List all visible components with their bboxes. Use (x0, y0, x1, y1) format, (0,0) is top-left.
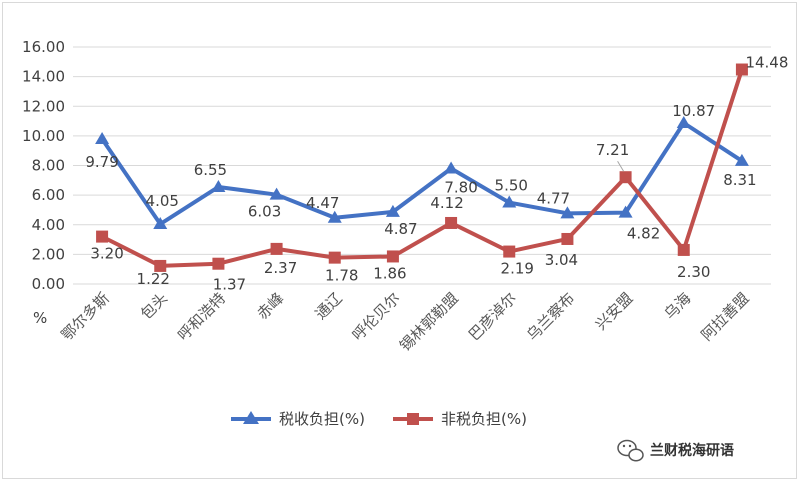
nontax-burden-point[interactable] (735, 63, 748, 76)
nontax-burden-point[interactable] (212, 257, 225, 270)
nontax-burden-label: 1.78 (325, 267, 358, 285)
x-tick-label: 鄂尔多斯 (58, 289, 113, 344)
tax-burden-label: 4.47 (306, 194, 339, 212)
tax-burden-point[interactable] (618, 205, 633, 218)
x-tick-label: 锡林郭勒盟 (396, 289, 462, 355)
legend-label-nontax: 非税负担(%) (441, 410, 527, 428)
tax-burden-point[interactable] (269, 187, 284, 200)
nontax-burden-line (101, 68, 744, 268)
y-tick-label: 16.00 (22, 38, 65, 56)
nontax-burden-label: 2.19 (501, 260, 534, 278)
tax-burden-label: 4.05 (146, 192, 179, 210)
y-tick-label: 14.00 (22, 68, 65, 86)
tax-burden-label: 4.82 (627, 225, 660, 243)
label-leader-line (617, 160, 625, 172)
nontax-burden-label: 1.22 (137, 270, 170, 288)
nontax-burden-point[interactable] (619, 171, 632, 184)
tax-burden-point[interactable] (211, 179, 226, 192)
y-tick-label: 8.00 (32, 157, 65, 175)
tax-burden-point[interactable] (385, 204, 400, 217)
x-tick-label: 巴彦淖尔 (465, 289, 520, 344)
x-tick-label: 赤峰 (253, 289, 287, 323)
x-tick-label: 乌兰察布 (523, 289, 578, 344)
data-labels: 9.79 4.05 6.55 6.03 4.47 4.87 7.80 5.50 4.77 4.82… (85, 54, 788, 294)
nontax-burden-label: 1.37 (213, 276, 246, 294)
tax-burden-label: 8.31 (723, 171, 756, 189)
gridlines (73, 46, 771, 285)
tax-burden-point[interactable] (502, 195, 517, 208)
x-tick-label: 呼伦贝尔 (349, 289, 404, 344)
nontax-burden-point[interactable] (328, 251, 341, 264)
wechat-icon (617, 439, 644, 462)
y-tick-label: 2.00 (32, 245, 65, 263)
tax-burden-label: 4.87 (384, 220, 417, 238)
tax-burden-label: 4.77 (537, 189, 570, 207)
legend-item-tax[interactable]: 税收负担(%) (231, 410, 365, 428)
y-tick-label: 6.00 (32, 186, 65, 204)
nontax-burden-point[interactable] (96, 230, 109, 243)
nontax-burden-label: 3.04 (545, 251, 578, 269)
nontax-burden-point[interactable] (154, 259, 167, 272)
nontax-burden-label: 2.30 (677, 263, 710, 281)
watermark-text: 兰财税海研语 (650, 442, 734, 459)
x-tick-label: 呼和浩特 (174, 289, 229, 344)
legend-label-tax: 税收负担(%) (279, 410, 365, 428)
nontax-burden-label: 2.37 (264, 259, 297, 277)
nontax-burden-label: 3.20 (90, 245, 123, 263)
x-tick-label: 包头 (137, 289, 171, 323)
tax-burden-label: 5.50 (495, 177, 528, 195)
tax-burden-point[interactable] (676, 115, 691, 128)
nontax-burden-label: 1.86 (373, 264, 406, 282)
nontax-burden-label: 14.48 (745, 54, 788, 72)
tax-burden-label: 6.03 (248, 203, 281, 221)
x-tick-label: 通辽 (312, 289, 346, 323)
y-tick-label: 12.00 (22, 97, 65, 115)
tax-burden-point[interactable] (153, 217, 168, 230)
nontax-burden-label: 4.12 (430, 194, 463, 212)
tax-burden-label: 10.87 (672, 102, 715, 120)
tax-burden-label: 7.80 (444, 178, 477, 196)
y-unit-label: % (33, 309, 47, 327)
legend: 税收负担(%) 非税负担(%) (231, 410, 527, 428)
nontax-burden-point[interactable] (386, 250, 399, 263)
tax-burden-line (100, 120, 744, 227)
tax-burden-label: 6.55 (194, 161, 227, 179)
tax-burden-point[interactable] (444, 161, 459, 174)
line-chart: 0.00 2.00 4.00 6.00 8.00 10.00 12.00 14.00 16.00… (22, 38, 788, 462)
tax-burden-point[interactable] (734, 153, 749, 166)
tax-burden-point[interactable] (327, 210, 342, 223)
x-tick-label: 阿拉善盟 (698, 289, 753, 344)
nontax-burden-point[interactable] (677, 243, 690, 256)
series (95, 63, 749, 272)
legend-marker-nontax (407, 413, 419, 425)
watermark: 兰财税海研语 (617, 439, 734, 462)
nontax-burden-point[interactable] (445, 216, 458, 229)
nontax-burden-point[interactable] (503, 245, 516, 258)
tax-burden-point[interactable] (95, 131, 110, 144)
nontax-burden-label: 7.21 (596, 141, 629, 159)
nontax-burden-point[interactable] (270, 242, 283, 255)
x-tick-label: 兴安盟 (592, 289, 637, 334)
y-tick-label: 10.00 (22, 127, 65, 145)
y-tick-label: 4.00 (32, 216, 65, 234)
y-axis-ticks: 0.00 2.00 4.00 6.00 8.00 10.00 12.00 14.00 16.00 (22, 38, 65, 293)
legend-marker-tax (243, 411, 259, 424)
nontax-burden-point[interactable] (561, 232, 574, 245)
y-tick-label: 0.00 (32, 275, 65, 293)
tax-burden-point[interactable] (560, 206, 575, 219)
x-tick-label: 乌海 (661, 289, 695, 323)
tax-burden-label: 9.79 (85, 153, 118, 171)
legend-item-nontax[interactable]: 非税负担(%) (393, 410, 527, 428)
